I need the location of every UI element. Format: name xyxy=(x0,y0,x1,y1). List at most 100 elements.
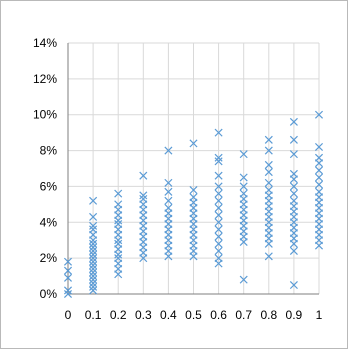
x-tick-labels: 0 0.1 0.2 0.3 0.4 0.5 0.6 0.7 0.8 0.9 1 xyxy=(65,308,323,322)
data-point xyxy=(239,189,248,198)
axes xyxy=(67,43,319,295)
data-point xyxy=(164,187,173,196)
x-tick-label: 0.5 xyxy=(185,308,202,322)
data-point xyxy=(289,246,298,255)
data-point xyxy=(239,275,248,284)
data-point xyxy=(289,135,298,144)
data-point xyxy=(164,178,173,187)
data-point xyxy=(89,261,98,270)
data-point xyxy=(214,171,223,180)
data-point xyxy=(89,221,98,230)
data-point xyxy=(214,196,223,205)
data-point xyxy=(89,196,98,205)
data-point xyxy=(189,185,198,195)
data-point xyxy=(289,182,298,191)
x-tick-label: 0.8 xyxy=(260,308,277,322)
data-point xyxy=(89,272,98,281)
data-point xyxy=(214,225,223,234)
data-point xyxy=(264,160,273,169)
data-point xyxy=(214,153,223,162)
y-tick-label: 0% xyxy=(40,287,58,301)
data-point xyxy=(214,182,223,191)
data-point xyxy=(164,196,173,205)
data-point xyxy=(89,212,98,221)
x-tick-label: 0.9 xyxy=(286,308,303,322)
data-point xyxy=(214,254,223,263)
scatter-chart: 0%2%4%6%8%10%12%14% 0 0.1 0.2 0.3 0.4 0.5 0.6 0… xyxy=(33,36,324,322)
data-point xyxy=(89,268,98,277)
data-point xyxy=(89,282,98,291)
data-point xyxy=(189,193,198,202)
data-point xyxy=(63,289,73,299)
y-tick-label: 14% xyxy=(33,36,57,50)
data-point xyxy=(214,218,223,227)
data-point xyxy=(314,110,324,119)
data-point xyxy=(214,239,223,248)
y-tick-label: 2% xyxy=(40,251,58,265)
data-point xyxy=(289,189,298,198)
data-point xyxy=(89,279,98,288)
data-point xyxy=(139,191,148,200)
x-tick-label: 0.3 xyxy=(135,308,152,322)
data-point xyxy=(239,182,248,191)
y-tick-label: 12% xyxy=(33,72,57,86)
data-point xyxy=(139,171,148,180)
data-point xyxy=(289,169,298,178)
x-tick-label: 0.6 xyxy=(210,308,227,322)
data-point xyxy=(239,173,248,182)
x-tick-label: 0 xyxy=(65,308,72,322)
data-point xyxy=(289,150,298,159)
data-point xyxy=(264,135,273,144)
data-point xyxy=(314,142,324,152)
y-tick-label: 4% xyxy=(40,215,58,229)
x-tick-label: 1 xyxy=(316,308,323,322)
data-point xyxy=(63,286,73,295)
data-point xyxy=(114,239,123,248)
y-tick-label: 6% xyxy=(40,179,58,193)
data-point xyxy=(214,128,223,137)
data-point xyxy=(314,153,324,162)
data-point xyxy=(89,254,98,263)
data-point xyxy=(314,166,324,175)
data-point xyxy=(314,187,324,196)
data-point xyxy=(264,185,273,195)
data-point xyxy=(164,146,173,155)
data-point xyxy=(214,246,223,255)
data-point xyxy=(264,146,273,155)
x-tick-label: 0.1 xyxy=(85,308,102,322)
data-point xyxy=(139,194,148,204)
data-point xyxy=(214,203,223,212)
gridlines xyxy=(68,42,320,294)
data-point xyxy=(189,139,198,148)
data-point xyxy=(114,254,123,263)
y-tick-label: 8% xyxy=(40,144,58,158)
data-point xyxy=(63,266,73,275)
data-point xyxy=(214,189,223,198)
data-point xyxy=(314,180,324,189)
data-point xyxy=(89,264,98,273)
x-tick-label: 0.4 xyxy=(160,308,177,322)
data-point xyxy=(214,157,223,166)
data-point xyxy=(63,257,73,266)
data-point xyxy=(264,168,273,177)
data-point xyxy=(114,189,123,198)
data-point xyxy=(114,200,123,209)
data-point xyxy=(89,275,98,284)
data-point xyxy=(89,286,98,295)
data-point xyxy=(89,257,98,266)
data-point xyxy=(114,220,123,229)
y-tick-label: 10% xyxy=(33,108,57,122)
data-point xyxy=(214,211,223,220)
data-point xyxy=(214,232,223,241)
data-point xyxy=(89,250,98,259)
data-point xyxy=(89,239,98,248)
data-point xyxy=(264,178,273,187)
data-point xyxy=(63,273,73,282)
data-point xyxy=(289,117,298,126)
data-point xyxy=(164,203,173,212)
data-points xyxy=(63,110,324,299)
data-point xyxy=(89,243,98,252)
data-point xyxy=(239,150,248,159)
data-point xyxy=(314,173,324,182)
